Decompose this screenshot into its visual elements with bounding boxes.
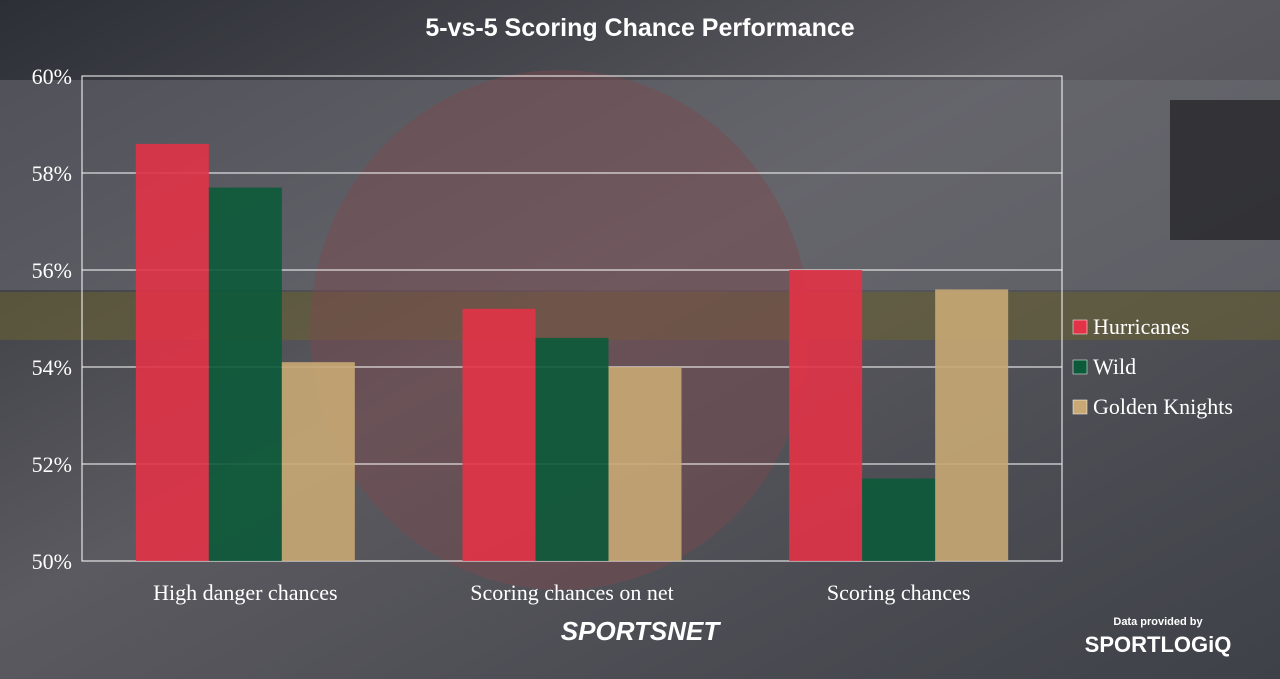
legend-label: Hurricanes: [1093, 314, 1190, 339]
source-logo: SPORTLOGiQ: [1085, 632, 1232, 657]
legend-label: Golden Knights: [1093, 394, 1233, 419]
bar: [462, 308, 536, 561]
bar: [281, 362, 355, 561]
y-tick-label: 60%: [32, 64, 72, 89]
brand-logo: SPORTSNET: [561, 616, 722, 646]
ad-panel: [1170, 100, 1280, 240]
x-tick-label: High danger chances: [153, 580, 337, 605]
bar: [135, 143, 209, 561]
y-tick-label: 50%: [32, 549, 72, 574]
x-tick-label: Scoring chances: [827, 580, 971, 605]
bar: [608, 367, 682, 561]
y-tick-label: 58%: [32, 161, 72, 186]
bar: [935, 289, 1009, 561]
legend-label: Wild: [1093, 354, 1136, 379]
legend-swatch: [1072, 359, 1088, 375]
y-tick-label: 54%: [32, 355, 72, 380]
x-tick-label: Scoring chances on net: [470, 580, 673, 605]
player-silhouette: [310, 70, 810, 590]
source-note: Data provided by: [1113, 616, 1203, 628]
legend-swatch: [1072, 399, 1088, 415]
legend-swatch: [1072, 319, 1088, 335]
y-tick-label: 52%: [32, 452, 72, 477]
bar: [208, 187, 282, 562]
bar: [862, 478, 936, 561]
bar: [789, 270, 863, 561]
y-tick-label: 56%: [32, 258, 72, 283]
chart-title: 5-vs-5 Scoring Chance Performance: [425, 14, 854, 42]
bar: [535, 337, 609, 561]
